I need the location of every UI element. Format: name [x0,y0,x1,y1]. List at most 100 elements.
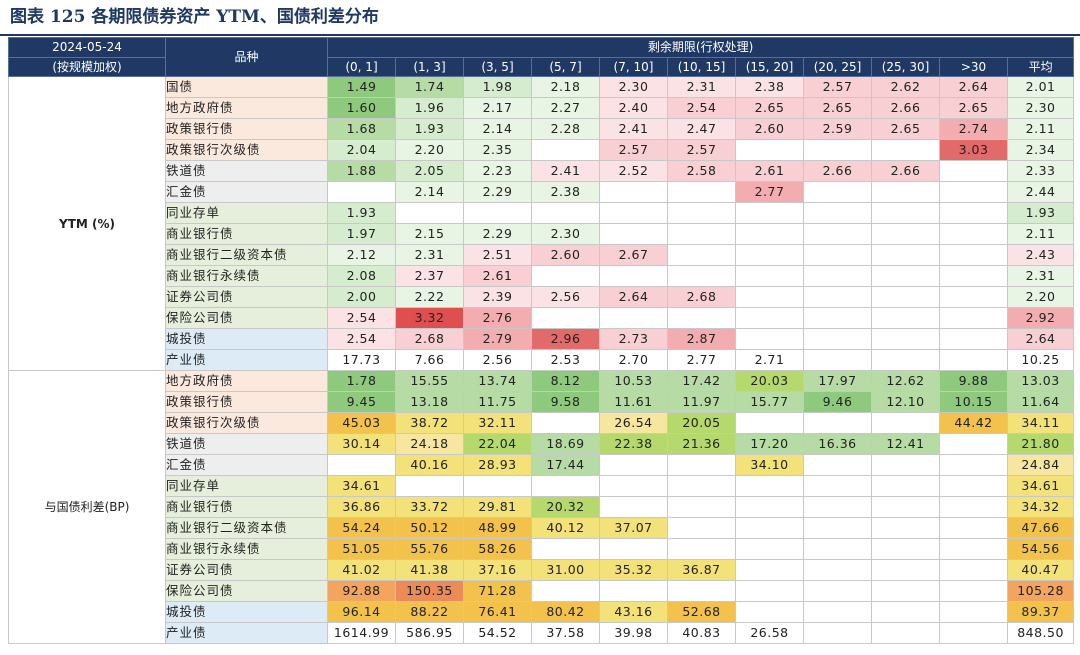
value-cell: 1.60 [327,97,396,119]
value-cell: 2.08 [327,265,396,287]
value-cell [735,223,804,245]
value-cell: 2.53 [531,349,600,371]
value-cell [803,349,872,371]
title-rule [0,34,1080,36]
value-cell [667,223,736,245]
value-cell: 2.77 [667,349,736,371]
value-cell: 22.38 [599,433,668,455]
value-cell: 34.10 [735,454,804,476]
value-cell [939,517,1008,539]
value-cell: 41.02 [327,559,396,581]
value-cell [735,307,804,329]
value-cell: 2.20 [1006,286,1075,308]
value-cell: 2.52 [599,160,668,182]
value-cell [871,181,940,203]
value-cell: 1.78 [327,370,396,392]
value-cell [939,223,1008,245]
column-header: (5, 7] [531,57,600,77]
value-cell: 20.05 [667,412,736,434]
value-cell: 1.93 [395,118,464,140]
column-header: (15, 20] [735,57,804,77]
value-cell [871,496,940,518]
table-row: 商业银行债 1.97 2.15 2.29 2.30 2.11 [9,223,1075,245]
column-header: (3, 5] [463,57,532,77]
value-cell: 51.05 [327,538,396,560]
value-cell: 17.73 [327,349,396,371]
value-cell: 2.77 [735,181,804,203]
value-cell: 71.28 [463,580,532,602]
value-cell [871,307,940,329]
value-cell: 2.38 [531,181,600,203]
value-cell: 2.04 [327,139,396,161]
value-cell: 2.64 [939,76,1008,98]
value-cell: 76.41 [463,601,532,623]
value-cell: 12.10 [871,391,940,413]
value-cell [939,454,1008,476]
row-label: 地方政府债 [165,97,328,119]
header-weighting: (按规模加权) [8,57,166,77]
row-label: 商业银行债 [165,496,328,518]
value-cell: 37.16 [463,559,532,581]
value-cell [803,475,872,497]
value-cell [667,580,736,602]
value-cell: 11.61 [599,391,668,413]
value-cell: 2.65 [803,97,872,119]
value-cell [803,559,872,581]
value-cell: 12.62 [871,370,940,392]
value-cell: 47.66 [1006,517,1075,539]
value-cell [939,265,1008,287]
value-cell: 2.41 [599,118,668,140]
row-label: 城投债 [165,328,328,350]
value-cell: 24.18 [395,433,464,455]
value-cell: 2.96 [531,328,600,350]
value-cell [871,454,940,476]
value-cell: 9.88 [939,370,1008,392]
value-cell: 2.20 [395,139,464,161]
value-cell: 2.68 [395,328,464,350]
value-cell: 18.69 [531,433,600,455]
value-cell: 2.22 [395,286,464,308]
value-cell [531,307,600,329]
value-cell [463,202,532,224]
row-label: 同业存单 [165,475,328,497]
value-cell: 22.04 [463,433,532,455]
value-cell [939,496,1008,518]
value-cell: 1614.99 [327,622,396,644]
value-cell: 2.28 [531,118,600,140]
ytm-spread-table: 2024-05-24 品种 剩余期限(行权处理) (按规模加权) (0, 1](… [8,37,1075,644]
value-cell [871,349,940,371]
column-header: (0, 1] [327,57,396,77]
table-row: 商业银行永续债 51.05 55.76 58.26 54.56 [9,538,1075,560]
table-row: 商业银行永续债 2.08 2.37 2.61 2.31 [9,265,1075,287]
value-cell [531,265,600,287]
value-cell: 36.86 [327,496,396,518]
value-cell [735,244,804,266]
value-cell [871,286,940,308]
column-header: (20, 25] [803,57,872,77]
row-label: 同业存单 [165,202,328,224]
value-cell: 1.93 [1006,202,1075,224]
value-cell: 2.23 [463,160,532,182]
table-row: 汇金债 40.16 28.93 17.44 34.10 24.84 [9,454,1075,476]
value-cell [395,202,464,224]
value-cell [803,307,872,329]
value-cell: 2.34 [1006,139,1075,161]
value-cell [667,265,736,287]
table-row: 与国债利差(BP) 地方政府债 1.78 15.55 13.74 8.12 10.53 17.… [8,370,1075,644]
value-cell: 7.66 [395,349,464,371]
row-label: 证券公司债 [165,286,328,308]
value-cell: 2.40 [599,97,668,119]
table-row: 保险公司债 2.54 3.32 2.76 2.92 [9,307,1075,329]
value-cell [735,517,804,539]
value-cell [531,580,600,602]
value-cell [803,223,872,245]
value-cell: 2.11 [1006,223,1075,245]
value-cell: 2.31 [1006,265,1075,287]
row-label: 证券公司债 [165,559,328,581]
value-cell [939,559,1008,581]
value-cell [599,307,668,329]
value-cell [939,244,1008,266]
value-cell: 2.56 [463,349,532,371]
value-cell: 105.28 [1006,580,1075,602]
value-cell: 24.84 [1006,454,1075,476]
